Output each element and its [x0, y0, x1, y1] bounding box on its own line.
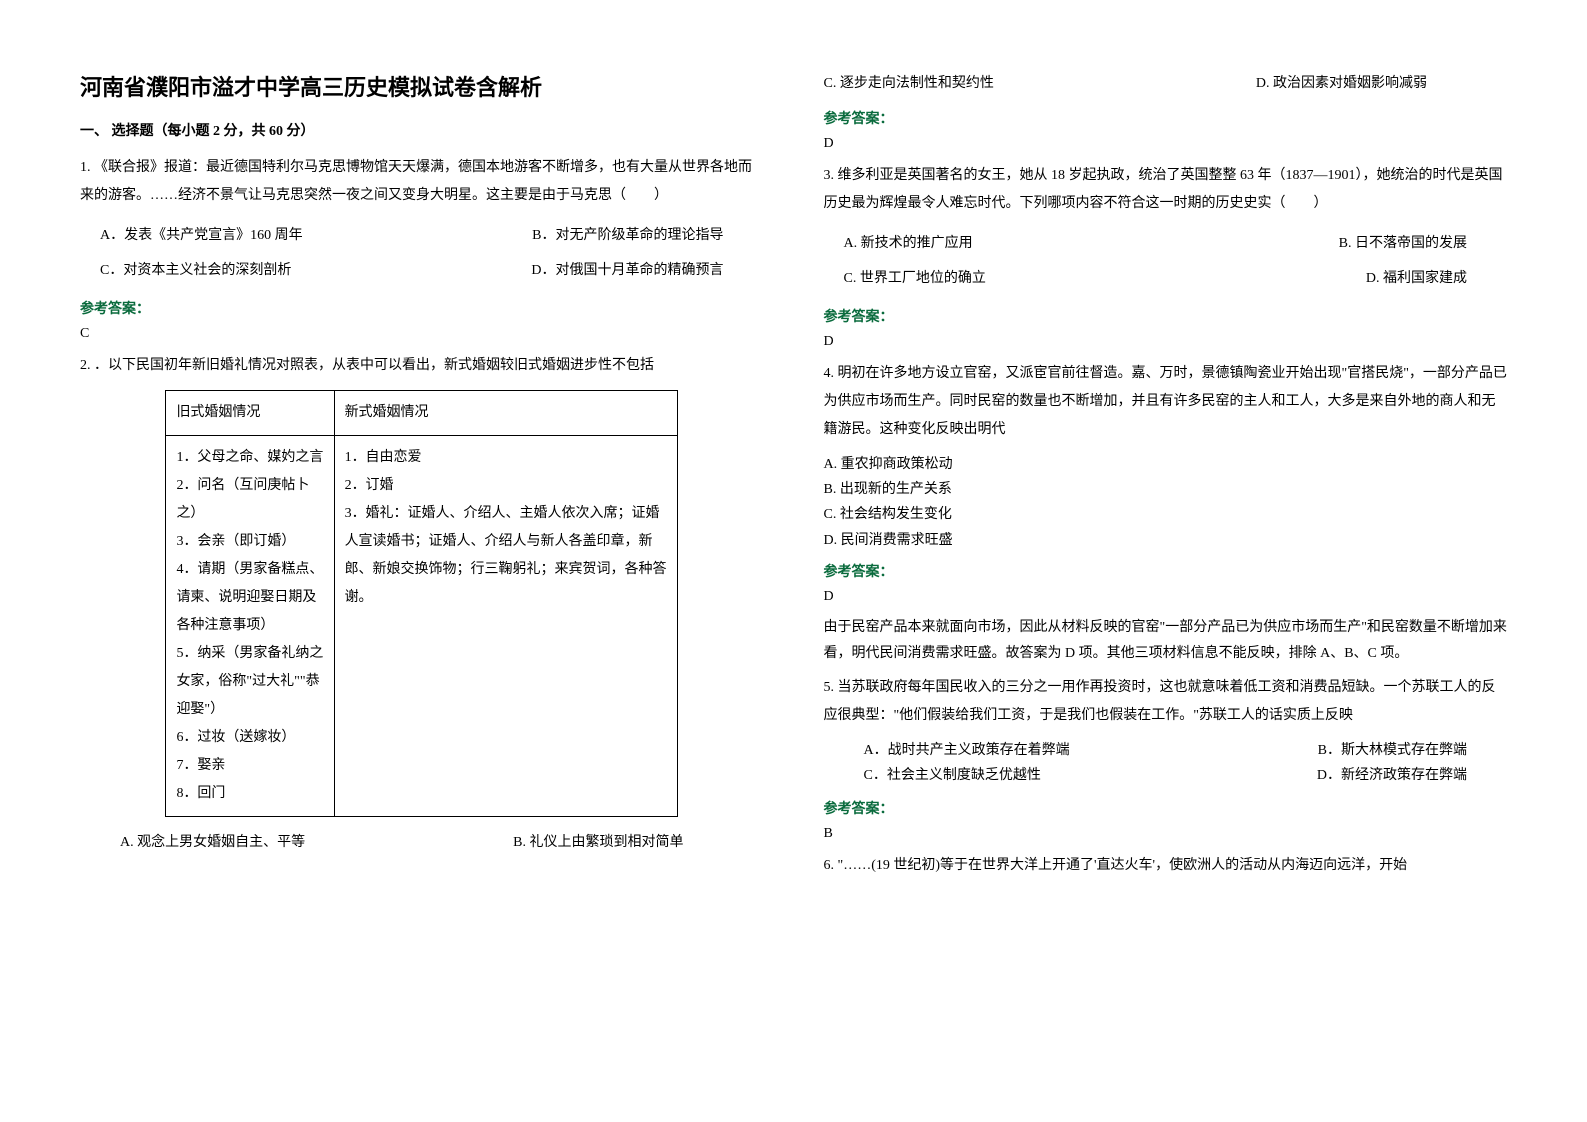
- q2-old-col: 1．父母之命、媒妁之言 2．问名（互问庚帖卜之） 3．会亲（即订婚） 4．请期（…: [166, 436, 334, 817]
- q6-text: 6. "……(19 世纪初)等于在世界大洋上开通了'直达火车'，使欧洲人的活动从…: [824, 852, 1508, 880]
- q2-table: 旧式婚姻情况 新式婚姻情况 1．父母之命、媒妁之言 2．问名（互问庚帖卜之） 3…: [165, 390, 678, 817]
- q1-options: A．发表《共产党宣言》160 周年 B．对无产阶级革命的理论指导 C．对资本主义…: [80, 218, 764, 288]
- q1-answer-label: 参考答案：: [80, 298, 764, 318]
- q2-answer-label: 参考答案：: [824, 108, 1508, 128]
- q2-text: 2. ．以下民国初年新旧婚礼情况对照表，从表中可以看出，新式婚姻较旧式婚姻进步性…: [80, 352, 764, 380]
- q3-opt-b: B. 日不落帝国的发展: [1339, 226, 1467, 261]
- q1-opt-d: D．对俄国十月革命的精确预言: [531, 253, 723, 288]
- q2-new-col: 1．自由恋爱 2．订婚 3．婚礼：证婚人、介绍人、主婚人依次入席；证婚人宣读婚书…: [334, 436, 678, 817]
- q3-opt-c: C. 世界工厂地位的确立: [844, 261, 986, 296]
- q1-opt-a: A．发表《共产党宣言》160 周年: [100, 218, 303, 253]
- q3-options: A. 新技术的推广应用 B. 日不落帝国的发展 C. 世界工厂地位的确立 D. …: [824, 226, 1508, 296]
- q5-opt-c: C．社会主义制度缺乏优越性: [864, 763, 1041, 788]
- q5-answer: B: [824, 826, 1508, 842]
- q5-opt-a: A．战时共产主义政策存在着弊端: [864, 738, 1070, 763]
- q1-answer: C: [80, 326, 764, 342]
- q3-text: 3. 维多利亚是英国著名的女王，她从 18 岁起执政，统治了英国整整 63 年（…: [824, 162, 1508, 218]
- q4-opt-a: A. 重农抑商政策松动: [824, 452, 1508, 477]
- q5-opt-d: D．新经济政策存在弊端: [1317, 763, 1467, 788]
- q1-text: 1. 《联合报》报道：最近德国特利尔马克思博物馆天天爆满，德国本地游客不断增多，…: [80, 154, 764, 210]
- q4-options: A. 重农抑商政策松动 B. 出现新的生产关系 C. 社会结构发生变化 D. 民…: [824, 452, 1508, 553]
- page-title: 河南省濮阳市溢才中学高三历史模拟试卷含解析: [80, 70, 764, 102]
- section-header: 一、 选择题（每小题 2 分，共 60 分）: [80, 120, 764, 140]
- q4-answer: D: [824, 589, 1508, 605]
- q2-opt-b: B. 礼仪上由繁琐到相对简单: [513, 829, 683, 857]
- q2-answer: D: [824, 136, 1508, 152]
- q2-th1: 旧式婚姻情况: [166, 391, 334, 436]
- q3-answer-label: 参考答案：: [824, 306, 1508, 326]
- q2-opt-c: C. 逐步走向法制性和契约性: [824, 70, 994, 98]
- q4-opt-c: C. 社会结构发生变化: [824, 502, 1508, 527]
- q5-answer-label: 参考答案：: [824, 798, 1508, 818]
- q4-opt-d: D. 民间消费需求旺盛: [824, 528, 1508, 553]
- q1-opt-c: C．对资本主义社会的深刻剖析: [100, 253, 291, 288]
- q5-options: A．战时共产主义政策存在着弊端 B．斯大林模式存在弊端 C．社会主义制度缺乏优越…: [824, 738, 1508, 788]
- q3-opt-d: D. 福利国家建成: [1366, 261, 1467, 296]
- q5-opt-b: B．斯大林模式存在弊端: [1318, 738, 1467, 763]
- q4-answer-label: 参考答案：: [824, 561, 1508, 581]
- q2-opt-a: A. 观念上男女婚姻自主、平等: [120, 829, 305, 857]
- q4-opt-b: B. 出现新的生产关系: [824, 477, 1508, 502]
- q3-opt-a: A. 新技术的推广应用: [844, 226, 973, 261]
- q2-opt-d: D. 政治因素对婚姻影响减弱: [1256, 70, 1427, 98]
- q2-th2: 新式婚姻情况: [334, 391, 678, 436]
- q3-answer: D: [824, 334, 1508, 350]
- q4-text: 4. 明初在许多地方设立官窑，又派宦官前往督造。嘉、万时，景德镇陶瓷业开始出现"…: [824, 360, 1508, 444]
- q4-explanation: 由于民窑产品本来就面向市场，因此从材料反映的官窑"一部分产品已为供应市场而生产"…: [824, 615, 1508, 668]
- q5-text: 5. 当苏联政府每年国民收入的三分之一用作再投资时，这也就意味着低工资和消费品短…: [824, 674, 1508, 730]
- q1-opt-b: B．对无产阶级革命的理论指导: [532, 218, 723, 253]
